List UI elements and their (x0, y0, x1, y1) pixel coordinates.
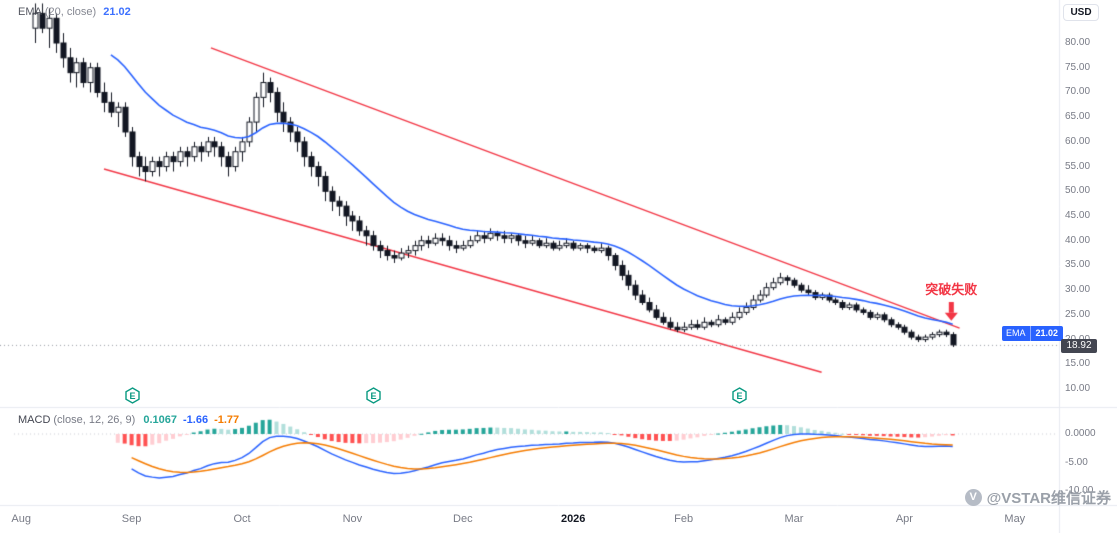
last-price-badge: 18.92 (1061, 338, 1097, 353)
time-label-apr: Apr (895, 513, 913, 525)
breakout-failure-annotation[interactable]: 突破失败 (925, 282, 978, 298)
macd-tick: -10.00 (1065, 485, 1094, 497)
ema-price-badge: EMA 21.02 (1002, 325, 1064, 341)
macd-hist-value: 0.1067 (143, 414, 177, 426)
macd-tick: 0.0000 (1065, 428, 1096, 439)
earnings-icon[interactable]: E (365, 387, 382, 404)
time-label-aug: Aug (11, 513, 31, 525)
ema-badge-value: 21.02 (1035, 327, 1059, 338)
watermark-text: @VSTAR维信证券 (986, 490, 1111, 507)
earnings-icon[interactable]: E (124, 387, 141, 404)
ema-legend-name: EMA (18, 6, 42, 18)
vstar-logo-icon: V (964, 489, 982, 506)
macd-legend-name: MACD (18, 414, 51, 426)
price-tick: 60.00 (1065, 135, 1091, 147)
svg-text:E: E (371, 391, 377, 401)
price-tick: 30.00 (1065, 284, 1091, 296)
macd-legend-params: (close, 12, 26, 9) (53, 414, 136, 426)
earnings-icon[interactable]: E (731, 387, 748, 404)
macd-signal-value: -1.77 (214, 414, 240, 426)
price-tick: 55.00 (1065, 160, 1091, 172)
ema-legend-params: (20, close) (44, 6, 97, 18)
price-tick: 25.00 (1065, 308, 1091, 320)
price-tick: 45.00 (1065, 210, 1091, 221)
macd-tick: -5.00 (1065, 456, 1088, 468)
price-tick: 65.00 (1065, 111, 1091, 123)
time-label-sep: Sep (121, 513, 142, 525)
time-label-may: May (1004, 513, 1026, 525)
time-label-feb: Feb (674, 513, 694, 525)
time-label-2026: 2026 (560, 513, 586, 525)
macd-legend[interactable]: MACD (close, 12, 26, 9) 0.1067 -1.66 -1.77 (18, 414, 239, 426)
time-label-mar: Mar (784, 513, 804, 525)
price-tick: 75.00 (1065, 61, 1091, 73)
currency-button[interactable]: USD (1063, 4, 1099, 21)
time-label-nov: Nov (342, 513, 363, 525)
time-label-oct: Oct (233, 513, 251, 525)
svg-text:E: E (129, 391, 135, 401)
price-tick: 40.00 (1065, 234, 1091, 246)
price-tick: 70.00 (1065, 86, 1091, 98)
ema-legend[interactable]: EMA (20, close) 21.02 (18, 6, 131, 18)
svg-text:E: E (736, 391, 742, 401)
ema-legend-value: 21.02 (103, 6, 131, 18)
watermark: V @VSTAR维信证券 (964, 487, 1111, 508)
ema-badge-label: EMA (1002, 325, 1031, 341)
price-tick: 50.00 (1065, 185, 1091, 197)
price-tick: 80.00 (1065, 37, 1091, 48)
price-tick: 35.00 (1065, 259, 1091, 271)
time-label-dec: Dec (453, 513, 473, 525)
price-tick: 15.00 (1065, 358, 1091, 370)
price-tick: 10.00 (1065, 383, 1091, 394)
macd-line-value: -1.66 (182, 414, 209, 426)
